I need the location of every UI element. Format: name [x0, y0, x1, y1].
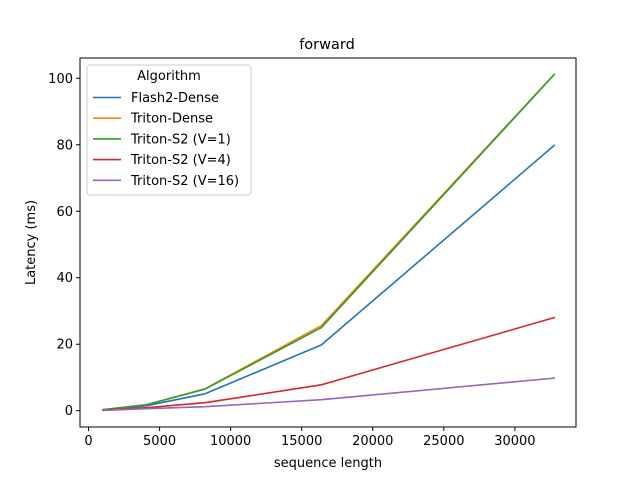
legend-label: Triton-Dense	[130, 112, 213, 127]
x-tick-label: 0	[84, 434, 92, 449]
y-axis: 0 20 40 60 80 100	[48, 72, 80, 419]
y-tick-label: 20	[56, 338, 73, 353]
x-tick-label: 30000	[494, 434, 535, 449]
y-tick-label: 40	[56, 271, 73, 286]
plot-area	[79, 57, 577, 428]
y-tick-label: 80	[56, 138, 73, 153]
legend-label: Triton-S2 (V=16)	[130, 174, 239, 189]
legend-title: Algorithm	[137, 69, 201, 84]
series-line-3	[102, 73, 556, 411]
x-tick-label: 5000	[143, 434, 176, 449]
legend-label: Triton-S2 (V=1)	[130, 132, 231, 147]
legend-label: Flash2-Dense	[131, 91, 219, 106]
series-lines	[102, 73, 556, 412]
x-tick-label: 25000	[423, 434, 464, 449]
legend-box	[86, 64, 252, 196]
series-line-4	[102, 316, 556, 411]
x-tick-label: 10000	[210, 434, 251, 449]
y-tick-label: 100	[48, 72, 73, 87]
legend-items: Flash2-Dense Triton-Dense Triton-S2 (V=1) T…	[93, 91, 239, 189]
axes-frame	[79, 57, 577, 428]
x-tick-label: 15000	[281, 434, 322, 449]
legend: Algorithm Flash2-Dense Triton-Dense Triton…	[86, 64, 252, 196]
y-tick-label: 60	[56, 205, 73, 220]
x-axis: 0 5000 10000 15000 20000 25000 30000	[84, 427, 536, 449]
chart-title: forward	[299, 37, 355, 53]
y-tick-label: 0	[65, 404, 73, 419]
legend-label: Triton-S2 (V=4)	[130, 153, 231, 168]
x-axis-label: sequence length	[274, 456, 382, 471]
series-line-5	[102, 377, 556, 412]
y-axis-label: Latency (ms)	[24, 200, 39, 285]
x-tick-label: 20000	[352, 434, 393, 449]
